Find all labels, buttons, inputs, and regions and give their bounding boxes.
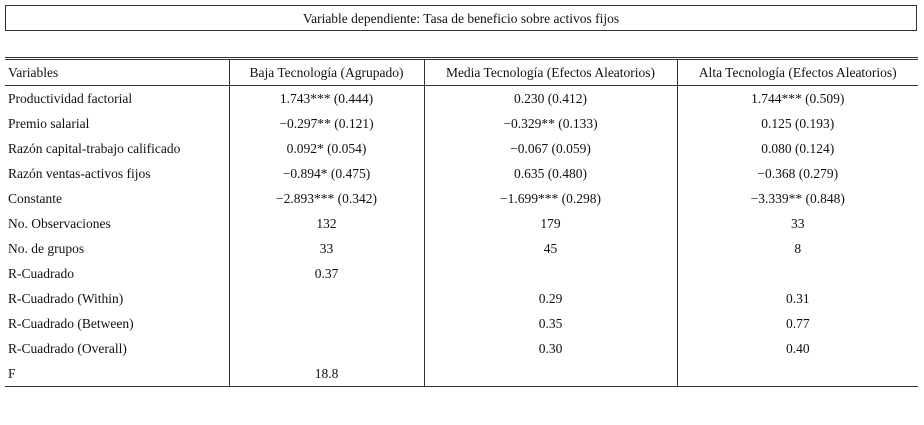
- row-label: Variables: [5, 60, 229, 86]
- cell: 0.29: [423, 286, 677, 311]
- cell: −0.297** (0.121): [228, 111, 424, 136]
- row-label: R-Cuadrado (Within): [8, 290, 124, 306]
- double-rule: [5, 57, 918, 60]
- cell: 0.35: [423, 311, 677, 336]
- table-row: Premio salarial −0.297** (0.121) −0.329** …: [5, 111, 918, 136]
- cell: [676, 261, 918, 286]
- cell: [676, 361, 918, 387]
- row-label: Razón ventas-activos fijos: [8, 165, 151, 181]
- row-label: No. Observaciones: [8, 215, 111, 231]
- row-label: Productividad factorial: [8, 90, 133, 106]
- cell: 0.30: [423, 336, 677, 361]
- table-row: R-Cuadrado (Within) 0.29 0.31: [5, 286, 918, 311]
- cell: [228, 286, 424, 311]
- row-label: R-Cuadrado (Overall): [8, 340, 127, 356]
- cell: 179: [423, 211, 677, 236]
- row-label: F: [5, 361, 229, 387]
- cell: 0.40: [676, 336, 918, 361]
- cell: −0.329** (0.133): [423, 111, 677, 136]
- results-table: Variables Baja Tecnología (Agrupado) Media…: [5, 60, 918, 387]
- row-label: Constante: [8, 190, 62, 206]
- table-row: R-Cuadrado (Between) 0.35 0.77: [5, 311, 918, 336]
- cell: 0.230 (0.412): [423, 85, 677, 111]
- cell: 132: [228, 211, 424, 236]
- table-row: Razón ventas-activos fijos −0.894* (0.475…: [5, 161, 918, 186]
- row-label: Razón capital-trabajo calificado: [8, 140, 181, 156]
- cell: 8: [676, 236, 918, 261]
- row-label: Premio salarial: [8, 115, 90, 131]
- table-row: R-Cuadrado (Overall) 0.30 0.40: [5, 336, 918, 361]
- caption: Variable dependiente: Tasa de beneficio …: [5, 5, 917, 31]
- table-row: Razón capital-trabajo calificado 0.092* (…: [5, 136, 918, 161]
- cell: −0.368 (0.279): [676, 161, 918, 186]
- cell: 45: [423, 236, 677, 261]
- table-row: R-Cuadrado 0.37: [5, 261, 918, 286]
- cell: −2.893*** (0.342): [228, 186, 424, 211]
- cell: Alta Tecnología (Efectos Aleatorios): [676, 60, 918, 86]
- cell: 0.77: [676, 311, 918, 336]
- cell: 33: [228, 236, 424, 261]
- cell: 18.8: [228, 361, 424, 387]
- cell: [228, 311, 424, 336]
- cell: [423, 361, 677, 387]
- cell: 1.743*** (0.444): [228, 85, 424, 111]
- cell: −0.894* (0.475): [228, 161, 424, 186]
- cell: 0.635 (0.480): [423, 161, 677, 186]
- cell: Baja Tecnología (Agrupado): [228, 60, 424, 86]
- cell: 0.31: [676, 286, 918, 311]
- cell: 0.092* (0.054): [228, 136, 424, 161]
- table-row: Constante −2.893*** (0.342) −1.699*** (0.2…: [5, 186, 918, 211]
- header-row: Variables Baja Tecnología (Agrupado) Media…: [5, 60, 918, 86]
- cell: 0.125 (0.193): [676, 111, 918, 136]
- cell: −1.699*** (0.298): [423, 186, 677, 211]
- table-row: F 18.8: [5, 361, 918, 387]
- cell: [423, 261, 677, 286]
- cell: −0.067 (0.059): [423, 136, 677, 161]
- cell: 0.37: [228, 261, 424, 286]
- cell: 0.080 (0.124): [676, 136, 918, 161]
- cell: Media Tecnología (Efectos Aleatorios): [423, 60, 677, 86]
- table-row: Productividad factorial 1.743*** (0.444) 0…: [5, 85, 918, 111]
- cell: [228, 336, 424, 361]
- table-row: No. de grupos 33 45 8: [5, 236, 918, 261]
- row-label: R-Cuadrado (Between): [8, 315, 134, 331]
- row-label: R-Cuadrado: [8, 265, 74, 281]
- row-label: No. de grupos: [8, 240, 85, 256]
- cell: 1.744*** (0.509): [676, 85, 918, 111]
- cell: −3.339** (0.848): [676, 186, 918, 211]
- table-row: No. Observaciones 132 179 33: [5, 211, 918, 236]
- cell: 33: [676, 211, 918, 236]
